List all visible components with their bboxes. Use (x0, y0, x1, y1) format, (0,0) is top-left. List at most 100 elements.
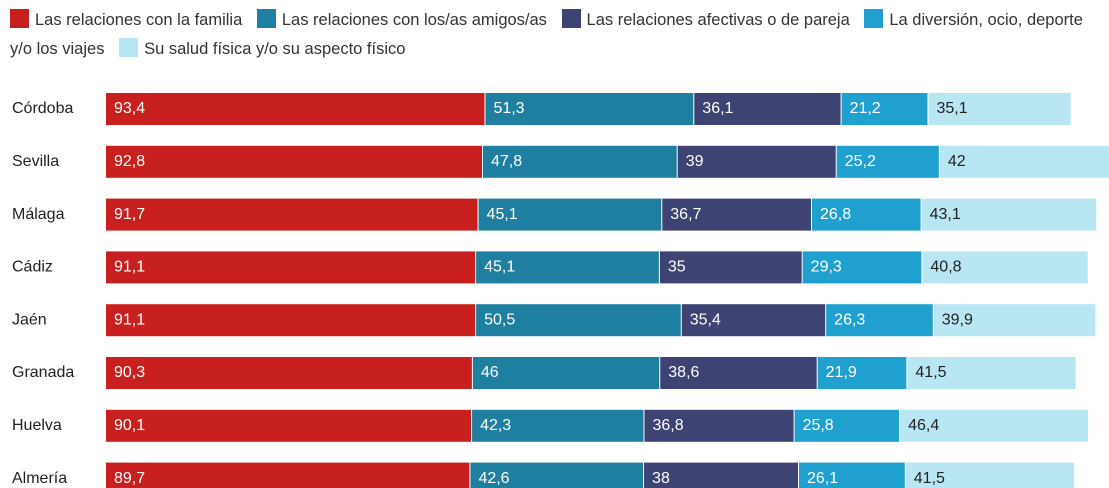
legend-label: La diversión, ocio, deporte y/o los viaj… (10, 11, 1083, 58)
category-label: Córdoba (12, 100, 73, 117)
value-label: 38,6 (668, 364, 699, 381)
legend-item: La diversión, ocio, deporte y/o los viaj… (10, 9, 1083, 58)
bar-segment (472, 409, 644, 442)
bar-segment (794, 409, 900, 442)
value-label: 89,7 (114, 470, 145, 487)
value-label: 51,3 (493, 100, 524, 117)
bar-segment (476, 251, 659, 284)
category-label: Cádiz (12, 259, 53, 276)
value-label: 25,8 (803, 417, 834, 434)
legend-label: Las relaciones con los/as amigos/as (281, 11, 547, 29)
bar-segment (483, 145, 677, 178)
value-label: 90,1 (114, 417, 145, 434)
bar-segment (933, 304, 1096, 337)
bar-segment (478, 198, 662, 231)
bar-segment (817, 357, 907, 389)
value-label: 25,2 (845, 153, 876, 170)
value-label: 26,8 (820, 206, 851, 223)
value-label: 35,4 (690, 311, 721, 328)
bar-segment (106, 198, 478, 231)
value-label: 91,7 (114, 206, 145, 223)
value-label: 39 (686, 153, 704, 170)
bar-segment (472, 357, 660, 389)
bar-segment (106, 145, 483, 178)
bar-segment (921, 198, 1097, 231)
category-label: Granada (12, 364, 74, 381)
bar-segment (841, 93, 928, 125)
value-label: 42 (948, 153, 966, 170)
value-label: 46,4 (908, 417, 939, 434)
value-label: 92,8 (114, 153, 145, 170)
value-label: 38 (652, 470, 670, 487)
bar-segment (106, 93, 485, 125)
legend-item: Las relaciones con la familia (10, 9, 243, 29)
value-label: 36,8 (652, 417, 683, 434)
legend-item: Su salud física y/o su aspecto físico (119, 38, 406, 58)
value-label: 42,3 (480, 417, 511, 434)
value-label: 35 (668, 259, 686, 276)
value-label: 45,1 (487, 206, 518, 223)
value-label: 46 (481, 364, 499, 381)
value-label: 36,7 (670, 206, 701, 223)
bar-segment (106, 251, 476, 284)
value-label: 21,2 (850, 100, 881, 117)
legend-swatch (256, 9, 276, 28)
bar-segment (907, 357, 1076, 389)
legend-swatch (561, 9, 581, 28)
bar-segment (922, 251, 1088, 284)
value-label: 40,8 (930, 259, 961, 276)
legend-swatch (119, 38, 139, 57)
value-label: 42,6 (478, 470, 509, 487)
value-label: 47,8 (491, 153, 522, 170)
bar-segment (476, 304, 681, 337)
bar-segment (826, 304, 933, 337)
value-label: 29,3 (811, 259, 842, 276)
value-label: 91,1 (114, 311, 145, 328)
bar-segment (802, 251, 922, 284)
legend-label: Las relaciones afectivas o de pareja (586, 11, 850, 29)
value-label: 35,1 (936, 100, 967, 117)
bar-segment (106, 409, 472, 442)
bar-segment (836, 145, 939, 178)
bar-segment (106, 462, 470, 488)
bar-segment (928, 93, 1071, 125)
bar-segment (470, 462, 644, 488)
bar-segment (660, 357, 817, 389)
legend-swatch (864, 9, 884, 28)
legend-item: Las relaciones afectivas o de pareja (561, 9, 850, 29)
bar-segment (106, 357, 472, 389)
legend-swatch (10, 9, 29, 28)
value-label: 93,4 (114, 100, 145, 117)
legend-item: Las relaciones con los/as amigos/as (256, 9, 547, 29)
bar-segment (694, 93, 841, 125)
bar-segment (485, 93, 694, 125)
bar-segment (662, 198, 811, 231)
value-label: 45,1 (484, 259, 515, 276)
value-label: 41,5 (915, 364, 946, 381)
value-label: 39,9 (942, 311, 973, 328)
value-label: 36,1 (702, 100, 733, 117)
bar-segment (905, 462, 1074, 488)
value-label: 26,1 (807, 470, 838, 487)
value-label: 26,3 (834, 311, 865, 328)
legend-label: Las relaciones con la familia (35, 11, 243, 29)
bar-segment (644, 462, 799, 488)
legend-label: Su salud física y/o su aspecto físico (144, 40, 406, 58)
bar-segment (681, 304, 826, 337)
value-label: 21,9 (826, 364, 857, 381)
value-label: 91,1 (114, 259, 145, 276)
bar-segment (659, 251, 802, 284)
value-label: 41,5 (914, 470, 945, 487)
value-label: 50,5 (484, 311, 515, 328)
value-label: 43,1 (930, 206, 961, 223)
legend: Las relaciones con la familia Las relaci… (10, 6, 1105, 64)
category-label: Sevilla (12, 153, 59, 170)
bar-segment (900, 409, 1089, 442)
category-label: Almería (12, 470, 67, 487)
bar-segment (939, 145, 1109, 178)
bar-segment (799, 462, 905, 488)
bar-segment (677, 145, 836, 178)
bar-segment (811, 198, 921, 231)
